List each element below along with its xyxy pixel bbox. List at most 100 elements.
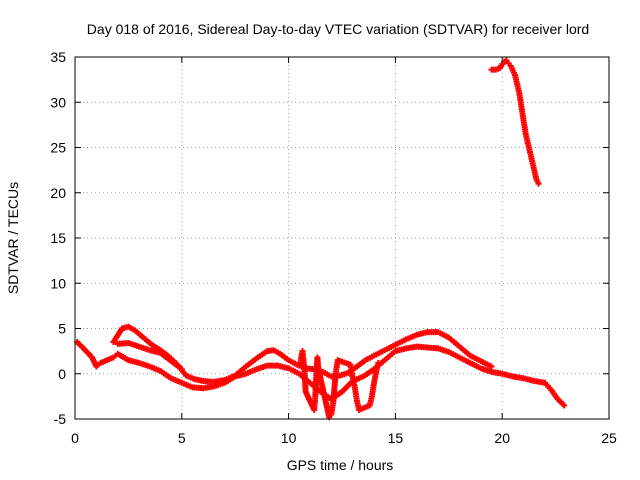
data-point-interp <box>127 324 134 331</box>
chart-title: Day 018 of 2016, Sidereal Day-to-day VTE… <box>87 21 589 37</box>
data-point-interp <box>479 359 486 366</box>
data-point-interp <box>460 356 467 363</box>
data-point-interp <box>143 337 150 344</box>
data-point-interp <box>383 355 390 362</box>
data-point-interp <box>181 370 188 377</box>
x-tick-label: 20 <box>494 430 510 446</box>
data-point-interp <box>237 368 244 375</box>
data-point <box>505 60 512 67</box>
data-point-interp <box>454 353 461 360</box>
data-point-interp <box>360 358 367 365</box>
data-point-interp <box>145 338 152 345</box>
data-point-interp <box>162 354 169 361</box>
data-point-interp <box>450 351 457 358</box>
data-point-interp <box>308 381 315 388</box>
data-point <box>80 345 87 352</box>
y-axis-label: SDTVAR / TECUs <box>5 182 21 294</box>
data-point <box>533 176 540 183</box>
data-point <box>157 368 164 375</box>
data-point-interp <box>95 361 102 368</box>
data-point-interp <box>498 63 505 70</box>
data-point <box>381 347 388 354</box>
data-point-interp <box>166 356 173 363</box>
y-tick-label: 15 <box>50 230 66 246</box>
data-point-interp <box>298 372 305 379</box>
data-point-interp <box>345 382 352 389</box>
data-point-interp <box>447 336 454 343</box>
data-point-interp <box>461 348 468 355</box>
data-point <box>353 363 360 370</box>
x-tick-label: 10 <box>281 430 297 446</box>
data-point <box>114 350 121 357</box>
data-point <box>285 365 292 372</box>
data-point-interp <box>340 387 347 394</box>
data-point-interp <box>454 342 461 349</box>
data-point <box>339 388 345 395</box>
data-point-interp <box>77 342 84 349</box>
data-point-interp <box>473 355 480 362</box>
data-point-interp <box>135 330 142 337</box>
data-point-interp <box>465 358 472 365</box>
data-point-interp <box>559 400 566 407</box>
data-point <box>535 180 542 187</box>
y-tick-label: 30 <box>50 94 66 110</box>
data-point-interp <box>164 352 171 359</box>
data-point-interp <box>437 330 444 337</box>
data-point-interp <box>305 378 312 385</box>
data-point-interp <box>244 362 251 369</box>
data-point-interp <box>274 349 281 356</box>
data-point-interp <box>255 354 262 361</box>
data-point-interp <box>117 327 124 334</box>
data-point-interp <box>235 369 242 376</box>
data-point-interp <box>283 355 290 362</box>
data-point <box>148 341 155 348</box>
data-point-interp <box>553 394 560 401</box>
data-point-interp <box>385 354 392 361</box>
data-point-interp <box>357 360 364 367</box>
data-point-interp <box>111 337 118 344</box>
data-point-interp <box>482 360 489 367</box>
x-tick-label: 0 <box>71 430 79 446</box>
data-point-interp <box>383 346 390 353</box>
data-point <box>93 363 100 370</box>
data-point-interp <box>180 368 187 375</box>
data-point-interp <box>315 387 322 394</box>
data-points <box>74 57 568 421</box>
data-point-interp <box>81 346 88 353</box>
data-point-interp <box>545 383 552 390</box>
data-point-interp <box>394 340 401 347</box>
data-point-interp <box>469 353 476 360</box>
data-point-interp <box>379 348 386 355</box>
data-point-interp <box>462 357 469 364</box>
data-point-interp <box>398 338 405 345</box>
data-point <box>456 343 463 350</box>
data-point-interp <box>324 371 331 378</box>
data-point-interp <box>152 343 159 350</box>
data-point-interp <box>115 330 122 337</box>
data-point-interp <box>138 333 145 340</box>
data-point <box>326 414 333 421</box>
data-point-interp <box>155 346 162 353</box>
data-point-interp <box>161 370 167 377</box>
data-point <box>392 341 399 348</box>
data-point-interp <box>116 328 123 335</box>
data-point-interp <box>390 349 397 356</box>
data-point-interp <box>396 339 403 346</box>
data-point <box>319 368 326 375</box>
data-point <box>381 357 388 364</box>
data-point-interp <box>543 381 550 388</box>
data-point-interp <box>112 352 119 359</box>
data-point-interp <box>166 374 173 381</box>
data-point-interp <box>262 349 269 356</box>
data-point-interp <box>359 359 366 366</box>
data-point <box>285 357 292 364</box>
data-point <box>232 372 239 379</box>
data-point <box>467 352 474 359</box>
data-point-interp <box>78 343 85 350</box>
data-point-interp <box>120 354 127 361</box>
x-axis-label: GPS time / hours <box>287 457 394 473</box>
data-point-interp <box>241 365 248 372</box>
data-point <box>270 347 277 354</box>
data-point <box>360 373 367 380</box>
